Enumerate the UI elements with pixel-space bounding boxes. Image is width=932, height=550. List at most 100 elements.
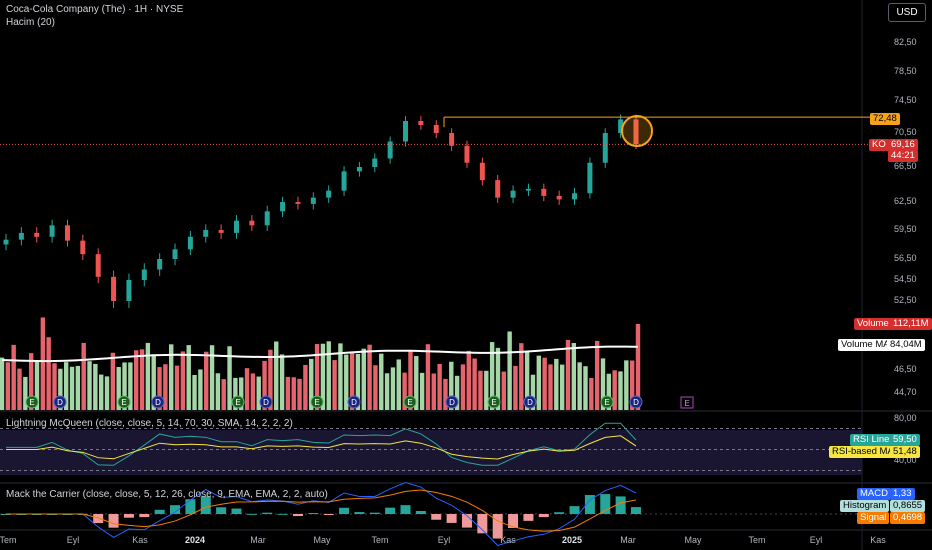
time-tick: Eyl	[66, 535, 80, 545]
candle	[449, 133, 455, 146]
volume-bar	[58, 368, 63, 410]
macd-histogram-bar	[185, 499, 196, 514]
price-tick: 59,50	[894, 224, 917, 234]
earnings-marker	[231, 395, 245, 409]
volume-bar	[239, 377, 244, 410]
volume-ma-label: Volume MA	[838, 339, 893, 351]
volume-bar	[559, 364, 565, 410]
signal-value: 0,4698	[890, 512, 926, 524]
volume-ma-value: 84,04M	[887, 339, 925, 351]
macd-histogram-bar	[339, 507, 350, 514]
volume-bar	[454, 375, 460, 410]
volume-bar	[460, 364, 466, 410]
time-tick: Kas	[500, 535, 516, 545]
dividend-marker	[259, 395, 273, 409]
macd-histogram-bar	[354, 512, 365, 514]
candle	[525, 188, 531, 191]
candle	[510, 190, 516, 198]
volume-value: 112,11M	[890, 318, 932, 330]
earnings-marker-label: E	[314, 398, 319, 407]
volume-bar	[419, 372, 425, 410]
macd-histogram-bar	[139, 514, 150, 518]
candle	[64, 225, 70, 241]
macd-histogram-bar	[262, 512, 273, 514]
volume-bar	[279, 354, 285, 410]
volume-bar	[344, 354, 349, 410]
volume-bar	[139, 349, 145, 410]
volume-bar	[554, 358, 559, 410]
volume-bar	[507, 331, 512, 410]
last-price-label: 69,16	[888, 139, 918, 151]
price-tick: 52,50	[894, 295, 917, 305]
dividend-marker	[445, 395, 459, 409]
dividend-marker-label: D	[155, 398, 161, 407]
volume-bar	[209, 345, 215, 410]
currency-button[interactable]: USD	[888, 3, 926, 22]
volume-bar	[478, 370, 483, 410]
dividend-marker-label: D	[351, 398, 357, 407]
macd-histogram-bar	[461, 514, 472, 528]
volume-bar	[186, 345, 191, 410]
volume-bar	[221, 379, 226, 410]
volume-bar	[332, 360, 337, 410]
macd-histogram-bar	[93, 514, 104, 524]
volume-bar	[606, 373, 612, 410]
volume-bar	[93, 363, 98, 410]
rsi-ma-label: RSI-based MA	[829, 446, 897, 458]
dividend-marker-label: D	[527, 398, 533, 407]
volume-bar	[122, 362, 127, 410]
volume-bar	[489, 342, 495, 410]
volume-bar	[180, 351, 186, 410]
candle	[587, 162, 593, 194]
volume-bar	[495, 347, 501, 410]
volume-bar	[256, 376, 261, 410]
volume-bar	[198, 369, 203, 410]
volume-bar	[227, 346, 232, 410]
time-tick: May	[313, 535, 331, 545]
candle	[49, 225, 55, 237]
volume-bar	[87, 361, 92, 410]
volume-bar	[629, 360, 635, 410]
macd-histogram-bar	[415, 510, 426, 514]
macd-histogram-bar	[554, 512, 565, 514]
volume-bar	[361, 348, 366, 410]
candle	[249, 220, 255, 226]
volume-bar	[466, 350, 471, 410]
volume-bar	[425, 344, 431, 410]
volume-bar	[81, 342, 86, 410]
macd-histogram-bar	[431, 514, 442, 520]
macd-histogram-bar	[154, 509, 165, 514]
candle	[187, 236, 193, 250]
volume-bar	[169, 344, 174, 410]
candle	[295, 202, 301, 204]
resistance-price-label: 72,48	[870, 113, 900, 125]
macd-histogram-bar	[477, 514, 488, 534]
candle	[556, 195, 562, 200]
time-tick: Kas	[870, 535, 886, 545]
macd-histogram-bar	[323, 514, 334, 515]
volume-bar	[367, 344, 372, 410]
volume-bar	[17, 368, 22, 410]
volume-bar	[174, 365, 180, 410]
volume-bar	[274, 341, 279, 410]
rsi-ma-value: 51,48	[890, 446, 920, 458]
candle	[479, 162, 485, 181]
earnings-marker-label: E	[29, 398, 34, 407]
highlight-circle	[621, 115, 653, 147]
volume-bar	[618, 371, 623, 410]
volume-bar	[443, 378, 448, 410]
volume-bar	[396, 359, 401, 410]
earnings-marker-label: E	[121, 398, 126, 407]
time-tick: Eyl	[437, 535, 451, 545]
dividend-marker	[523, 395, 537, 409]
volume-bar	[309, 358, 314, 410]
volume-bar	[69, 366, 75, 410]
candle	[418, 121, 424, 125]
candle	[111, 276, 117, 301]
volume-bar	[204, 351, 209, 410]
volume-bar	[291, 377, 296, 410]
macd-histogram-bar	[508, 514, 519, 528]
candle	[572, 193, 578, 200]
earnings-marker	[487, 395, 501, 409]
